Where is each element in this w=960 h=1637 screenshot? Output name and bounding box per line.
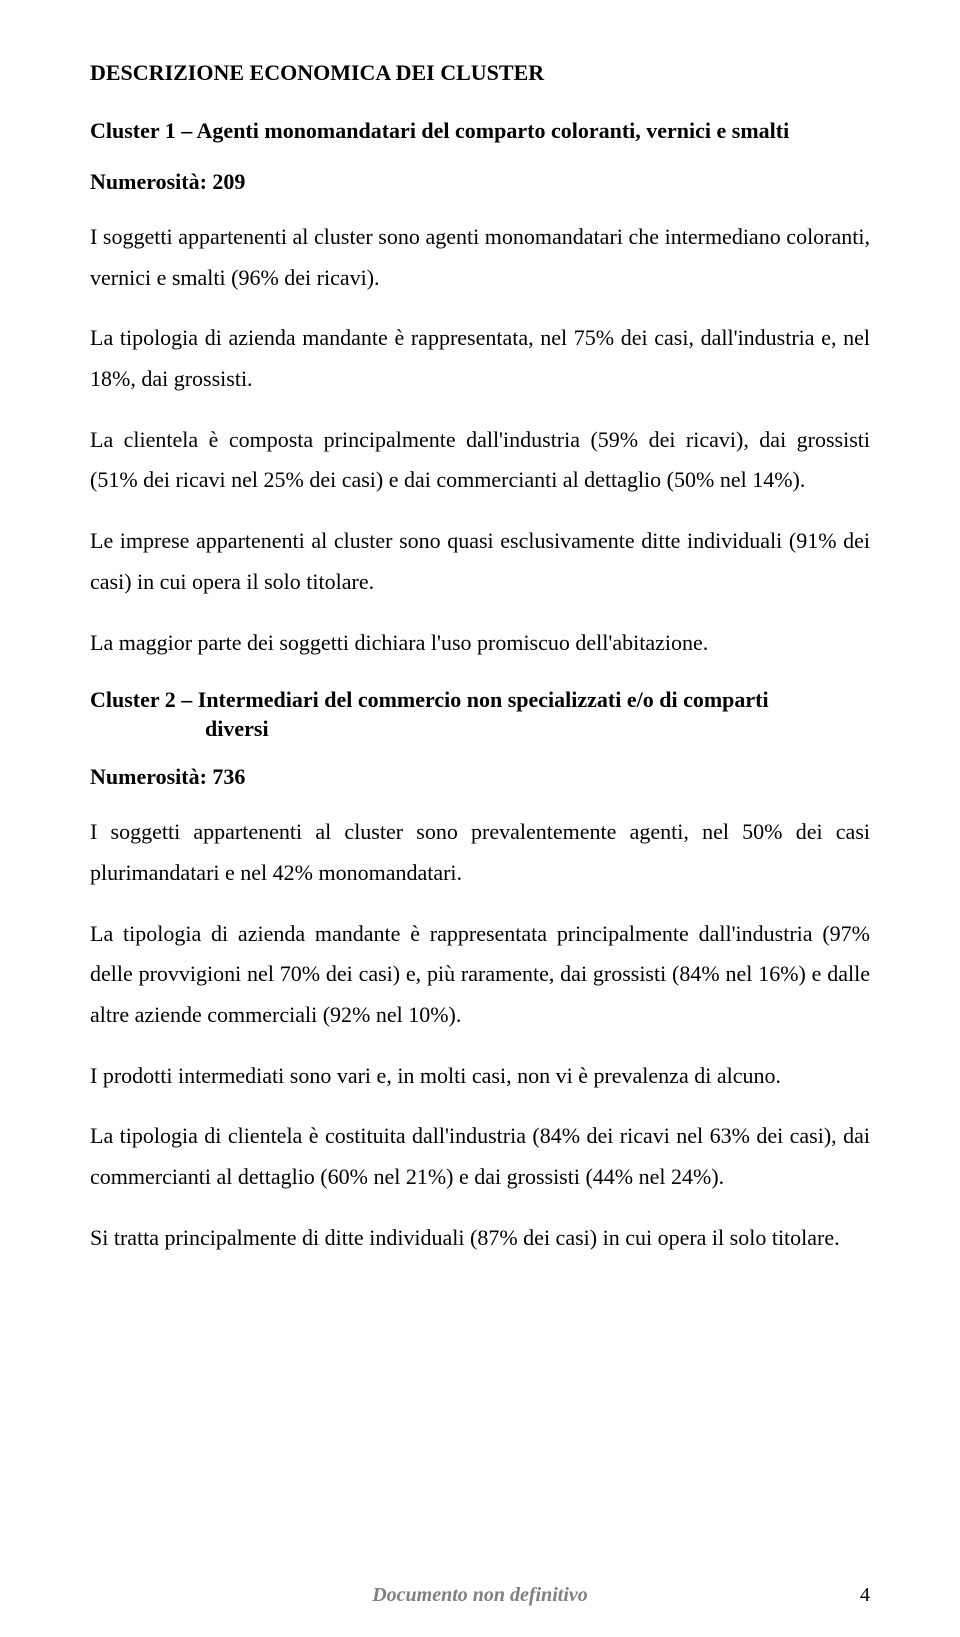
cluster2-p1: I soggetti appartenenti al cluster sono … [90,812,870,893]
cluster2-numerosita: Numerosità: 736 [90,764,870,790]
cluster2-p5: Si tratta principalmente di ditte indivi… [90,1218,870,1259]
page-number: 4 [860,1584,870,1607]
cluster1-numerosita: Numerosità: 209 [90,169,870,195]
footer: Documento non definitivo [0,1584,960,1607]
cluster1-p2: La tipologia di azienda mandante è rappr… [90,318,870,399]
main-heading: DESCRIZIONE ECONOMICA DEI CLUSTER [90,60,870,86]
cluster2-p4: La tipologia di clientela è costituita d… [90,1116,870,1197]
footer-text: Documento non definitivo [372,1584,588,1606]
cluster2-heading-line2: diversi [205,716,870,742]
cluster2-heading-line1: Cluster 2 – Intermediari del commercio n… [90,683,870,716]
cluster1-p1: I soggetti appartenenti al cluster sono … [90,217,870,298]
cluster1-heading: Cluster 1 – Agenti monomandatari del com… [90,114,870,147]
cluster2-p3: I prodotti intermediati sono vari e, in … [90,1056,870,1097]
cluster2-p2: La tipologia di azienda mandante è rappr… [90,914,870,1036]
cluster1-p5: La maggior parte dei soggetti dichiara l… [90,623,870,664]
cluster1-p4: Le imprese appartenenti al cluster sono … [90,521,870,602]
cluster1-p3: La clientela è composta principalmente d… [90,420,870,501]
